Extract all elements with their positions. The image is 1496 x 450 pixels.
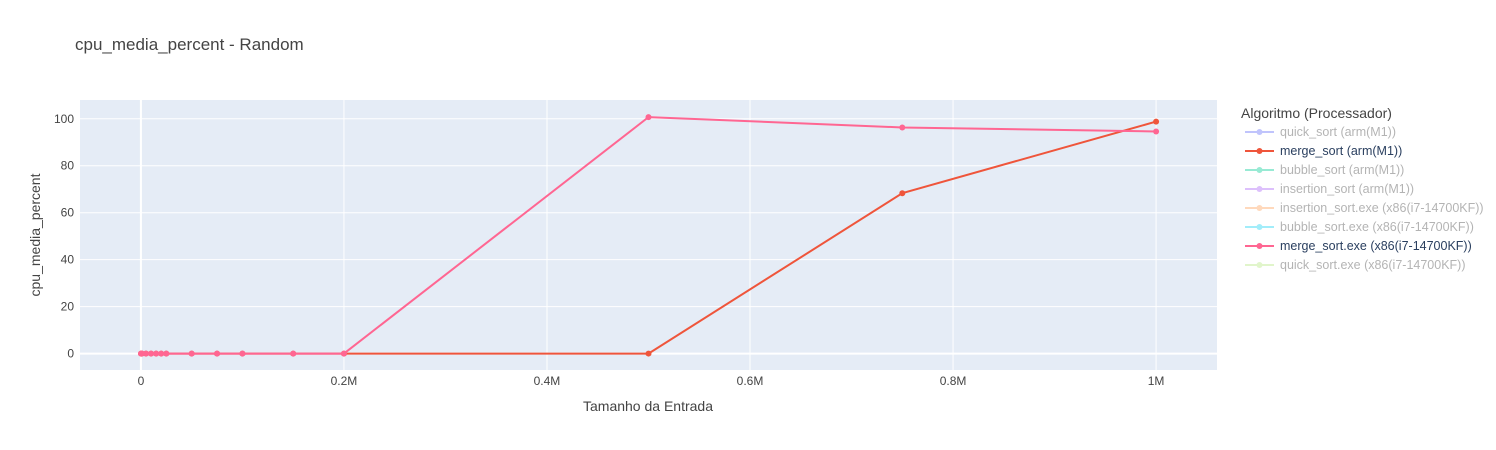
legend-marker-icon xyxy=(1256,148,1263,154)
tick-labels: 0 20 40 60 80 100 0 0.2M 0.4M 0.6M 0.8M 1M xyxy=(54,112,1164,388)
x-tick-label: 0 xyxy=(138,374,145,388)
legend-marker-icon xyxy=(1256,186,1263,192)
legend-label: quick_sort.exe (x86(i7-14700KF)) xyxy=(1280,258,1466,272)
y-tick-label: 20 xyxy=(61,300,75,314)
legend-label: insertion_sort.exe (x86(i7-14700KF)) xyxy=(1280,201,1484,215)
legend-marker-icon xyxy=(1256,205,1263,211)
y-tick-label: 0 xyxy=(67,347,74,361)
series-lines xyxy=(138,114,1160,357)
legend-marker-icon xyxy=(1256,167,1263,173)
series-group xyxy=(138,114,1160,357)
legend-title: Algoritmo (Processador) xyxy=(1241,105,1392,121)
data-point[interactable] xyxy=(645,114,652,121)
plot-area[interactable] xyxy=(80,100,1217,370)
legend-label: bubble_sort (arm(M1)) xyxy=(1280,163,1404,177)
data-point[interactable] xyxy=(158,350,165,357)
data-point[interactable] xyxy=(153,350,160,357)
legend-label: insertion_sort (arm(M1)) xyxy=(1280,182,1414,196)
x-tick-label: 0.4M xyxy=(534,374,561,388)
data-point[interactable] xyxy=(1153,128,1160,135)
x-tick-label: 0.2M xyxy=(331,374,358,388)
data-point[interactable] xyxy=(148,350,155,357)
y-tick-label: 60 xyxy=(61,206,75,220)
x-axis-title: Tamanho da Entrada xyxy=(583,398,713,414)
legend-item[interactable]: bubble_sort (arm(M1)) xyxy=(1245,163,1404,177)
legend-label: merge_sort (arm(M1)) xyxy=(1280,144,1402,158)
legend-marker-icon xyxy=(1256,129,1263,135)
data-point[interactable] xyxy=(214,350,221,357)
y-tick-label: 100 xyxy=(54,112,74,126)
data-point[interactable] xyxy=(899,190,906,197)
x-tick-label: 1M xyxy=(1148,374,1165,388)
legend-item[interactable]: quick_sort.exe (x86(i7-14700KF)) xyxy=(1245,258,1466,272)
legend-label: merge_sort.exe (x86(i7-14700KF)) xyxy=(1280,239,1472,253)
legend-item[interactable]: quick_sort (arm(M1)) xyxy=(1245,125,1396,139)
x-tick-label: 0.8M xyxy=(940,374,967,388)
legend-item[interactable]: bubble_sort.exe (x86(i7-14700KF)) xyxy=(1245,220,1474,234)
y-axis-title: cpu_media_percent xyxy=(27,173,43,296)
legend-marker-icon xyxy=(1256,224,1263,230)
legend-item[interactable]: insertion_sort.exe (x86(i7-14700KF)) xyxy=(1245,201,1484,215)
legend: Algoritmo (Processador) quick_sort (arm(… xyxy=(1241,105,1484,272)
data-point[interactable] xyxy=(188,350,195,357)
legend-marker-icon xyxy=(1256,243,1263,249)
legend-label: bubble_sort.exe (x86(i7-14700KF)) xyxy=(1280,220,1474,234)
data-point[interactable] xyxy=(290,350,297,357)
legend-marker-icon xyxy=(1256,262,1263,268)
y-tick-label: 80 xyxy=(61,159,75,173)
data-point[interactable] xyxy=(239,350,246,357)
data-point[interactable] xyxy=(645,350,652,357)
data-point[interactable] xyxy=(1153,118,1160,125)
legend-label: quick_sort (arm(M1)) xyxy=(1280,125,1396,139)
legend-item[interactable]: merge_sort.exe (x86(i7-14700KF)) xyxy=(1245,239,1472,253)
data-point[interactable] xyxy=(340,350,347,357)
chart-title: cpu_media_percent - Random xyxy=(75,35,304,54)
legend-item[interactable]: insertion_sort (arm(M1)) xyxy=(1245,182,1414,196)
data-point[interactable] xyxy=(163,350,170,357)
legend-item[interactable]: merge_sort (arm(M1)) xyxy=(1245,144,1402,158)
data-point[interactable] xyxy=(899,124,906,131)
x-tick-label: 0.6M xyxy=(737,374,764,388)
y-tick-label: 40 xyxy=(61,253,75,267)
data-point[interactable] xyxy=(142,350,149,357)
